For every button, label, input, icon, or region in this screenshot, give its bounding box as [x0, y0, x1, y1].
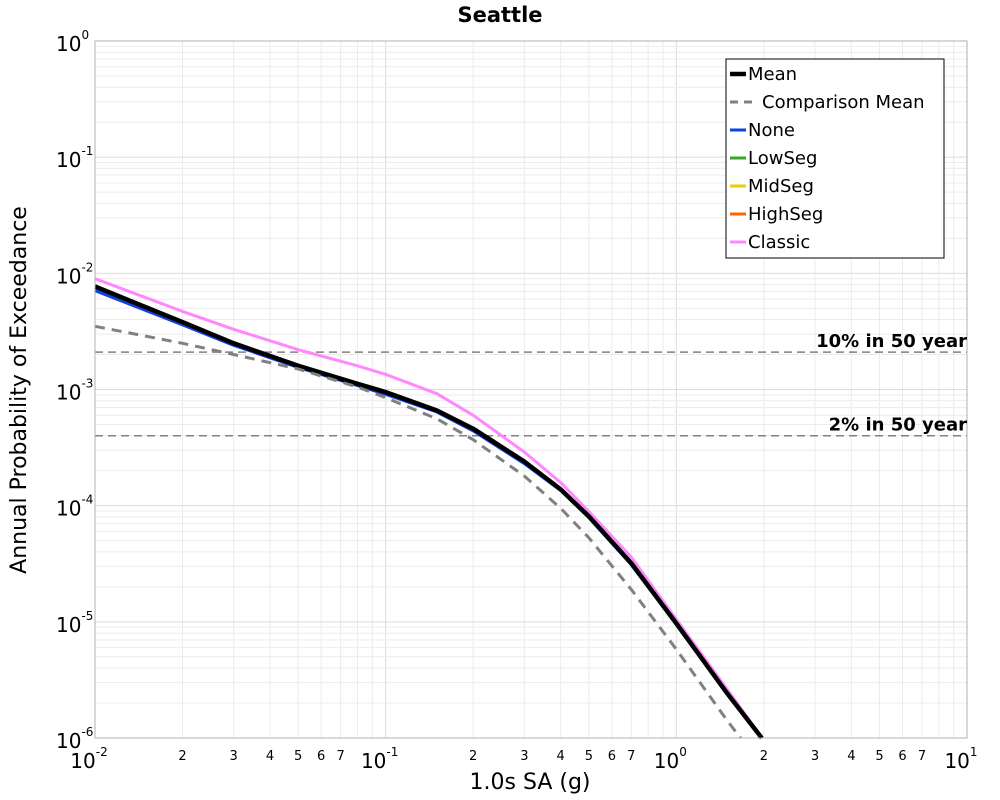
chart-title: Seattle — [457, 3, 542, 27]
x-minor-tick-label: 6 — [898, 749, 906, 764]
x-minor-tick-label: 7 — [337, 749, 345, 764]
y-major-tick-label: 100 — [56, 28, 89, 56]
x-minor-tick-label: 2 — [469, 749, 477, 764]
reference-line-label: 10% in 50 year — [816, 331, 967, 352]
series-line-classic — [94, 277, 764, 739]
series-lines — [94, 277, 764, 740]
x-minor-tick-label: 4 — [557, 749, 565, 764]
y-major-tick-label: 10-2 — [56, 260, 93, 288]
reference-labels: 10% in 50 year 2% in 50 year — [816, 331, 967, 436]
x-minor-tick-label: 4 — [266, 749, 274, 764]
x-axis-label: 1.0s SA (g) — [470, 770, 591, 795]
legend-entry-label: MidSeg — [748, 176, 814, 197]
x-minor-tick-label: 5 — [585, 749, 593, 764]
grid — [94, 41, 967, 739]
x-minor-tick-label: 3 — [230, 749, 238, 764]
x-minor-tick-label: 7 — [918, 749, 926, 764]
legend-box — [725, 58, 945, 259]
x-minor-tick-label: 4 — [847, 749, 855, 764]
x-minor-tick-label: 2 — [760, 749, 768, 764]
x-major-tick-label: 10-1 — [361, 745, 398, 773]
x-major-tick-label: 101 — [944, 745, 977, 773]
x-major-tick-label: 100 — [654, 745, 687, 773]
legend-entry-label: None — [748, 120, 795, 141]
legend-entry-label: Classic — [748, 232, 810, 253]
y-major-tick-label: 10-4 — [56, 493, 93, 521]
x-minor-tick-label: 6 — [317, 749, 325, 764]
y-major-tick-label: 10-5 — [56, 609, 93, 637]
x-minor-tick-label: 6 — [608, 749, 616, 764]
x-minor-tick-label: 2 — [178, 749, 186, 764]
y-major-tick-label: 10-1 — [56, 144, 93, 172]
x-minor-tick-label: 5 — [294, 749, 302, 764]
series-line-mean — [94, 284, 764, 740]
legend: Mean Comparison Mean None LowSeg MidSeg HighS… — [725, 58, 945, 259]
legend-entry-label: Comparison Mean — [762, 92, 925, 113]
legend-entry-label: HighSeg — [748, 204, 823, 225]
reference-line-label: 2% in 50 year — [829, 415, 967, 436]
series-line-none — [94, 289, 763, 739]
legend-entry-label: Mean — [748, 64, 797, 85]
y-axis-label: Annual Probability of Exceedance — [7, 206, 32, 574]
x-minor-tick-label: 5 — [875, 749, 883, 764]
x-minor-tick-label: 3 — [520, 749, 528, 764]
series-line-comparison-mean — [94, 324, 742, 739]
x-minor-tick-label: 7 — [627, 749, 635, 764]
legend-entry-label: LowSeg — [748, 148, 817, 169]
y-major-tick-label: 10-3 — [56, 377, 93, 405]
plot-frame — [94, 40, 968, 739]
x-minor-tick-label: 3 — [811, 749, 819, 764]
reference-lines — [95, 351, 967, 437]
